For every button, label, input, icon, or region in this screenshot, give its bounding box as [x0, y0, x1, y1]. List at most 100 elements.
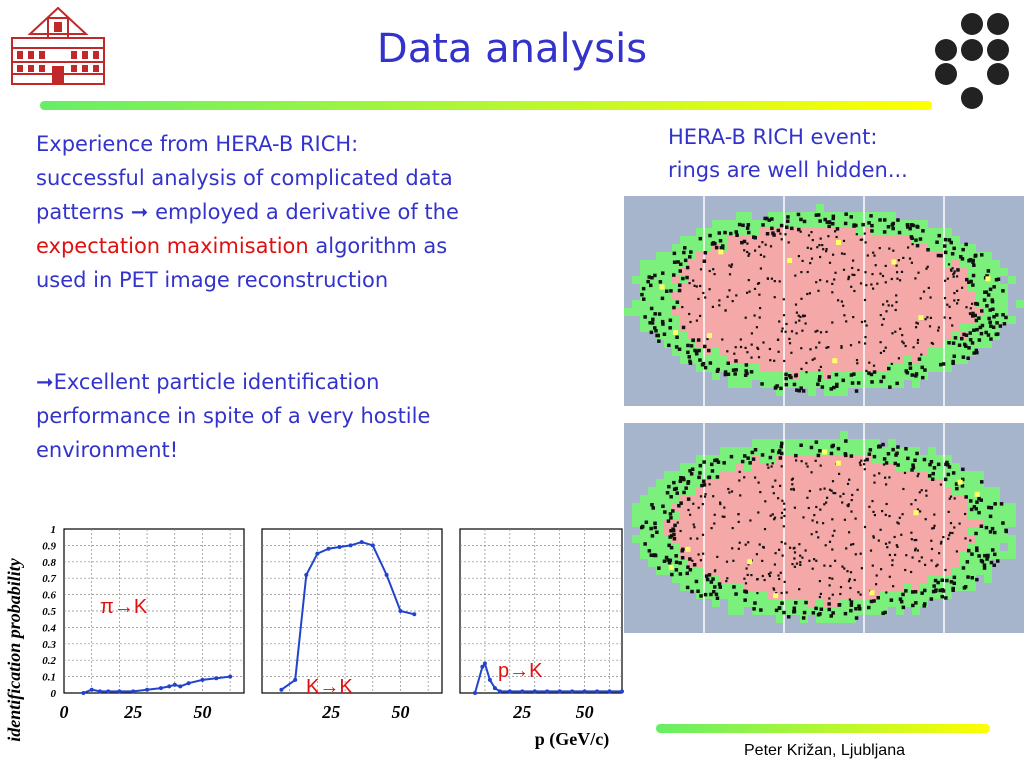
- series-label-from: p: [498, 660, 509, 682]
- data-point: [497, 689, 502, 694]
- data-point: [348, 543, 353, 548]
- y-tick-label: 0.6: [42, 590, 56, 602]
- data-point: [98, 689, 102, 694]
- series-label-from: π: [100, 596, 114, 618]
- intro-line-2: successful analysis of complicated data: [36, 166, 453, 190]
- result-line-1: ➞Excellent particle identification: [36, 365, 556, 399]
- data-point: [228, 674, 233, 679]
- data-point: [507, 689, 512, 694]
- x-tick-label: 50: [193, 702, 211, 722]
- page-title: Data analysis: [376, 26, 648, 72]
- dot-cluster-icon: [935, 13, 1009, 109]
- highlight-em-algorithm: expectation maximisation: [36, 234, 309, 258]
- data-point: [131, 689, 136, 694]
- data-point: [145, 687, 150, 692]
- data-point: [480, 664, 485, 669]
- x-tick-label: 50: [576, 702, 594, 722]
- data-point: [178, 684, 183, 689]
- x-axis-label: p (GeV/c): [535, 729, 609, 750]
- data-point: [545, 689, 550, 694]
- x-tick-label: 25: [321, 702, 340, 722]
- data-point: [304, 572, 309, 577]
- intro-line-3b: employed a derivative of the: [155, 200, 459, 224]
- data-point: [117, 689, 122, 694]
- intro-line-5: used in PET image reconstruction: [36, 268, 389, 292]
- event-caption-line-1: HERA-B RICH event:: [668, 125, 878, 149]
- data-point: [200, 677, 205, 682]
- data-point: [482, 661, 487, 666]
- x-tick-label: 50: [391, 702, 409, 722]
- data-point: [81, 691, 86, 695]
- data-point: [492, 686, 497, 691]
- y-tick-label: 0.1: [42, 672, 56, 684]
- series-label-to: K: [529, 660, 543, 682]
- right-arrow-icon: ➞: [36, 370, 54, 394]
- series-label: π→K: [100, 596, 148, 618]
- right-arrow-icon: ➞: [130, 200, 149, 224]
- data-point: [607, 689, 612, 694]
- data-point: [412, 612, 417, 617]
- data-point: [89, 687, 94, 692]
- series-label: p→K: [498, 660, 543, 682]
- y-tick-label: 0.9: [42, 540, 56, 552]
- university-building-logo: [11, 6, 105, 85]
- data-point: [620, 689, 624, 694]
- data-point: [337, 545, 342, 549]
- event-caption-line-2: rings are well hidden...: [668, 158, 908, 182]
- right-arrow-icon: →: [509, 660, 529, 682]
- intro-line-4b: algorithm as: [315, 234, 448, 258]
- y-axis-label-text: identification probability: [4, 557, 24, 742]
- data-point: [167, 684, 172, 689]
- data-point: [158, 686, 163, 691]
- data-point: [384, 572, 389, 577]
- x-tick-label: 0: [60, 702, 69, 722]
- y-tick-label: 0.5: [42, 606, 56, 618]
- chart-panel-k-k: 25 50 K→K: [261, 528, 443, 722]
- y-tick-label: 1: [51, 524, 57, 536]
- right-arrow-icon: →: [114, 596, 134, 618]
- result-line-1-text: Excellent particle identification: [53, 370, 380, 394]
- rich-event-display-bottom: [624, 423, 1024, 633]
- series-label-to: K: [339, 676, 353, 698]
- intro-paragraph: Experience from HERA-B RICH: successful …: [36, 127, 556, 297]
- x-tick-label: 25: [512, 702, 531, 722]
- footer-bar: [656, 724, 990, 733]
- data-point: [106, 689, 111, 694]
- series-line: [474, 661, 622, 694]
- result-line-2: performance in spite of a very hostile: [36, 404, 431, 428]
- data-point: [293, 677, 298, 682]
- data-point: [532, 689, 537, 694]
- intro-line-3: patterns ➞ employed a derivative of the: [36, 195, 556, 229]
- y-tick-label: 0.7: [42, 573, 56, 585]
- data-point: [214, 676, 219, 681]
- series-line: [280, 541, 415, 691]
- data-point: [582, 689, 587, 694]
- result-paragraph: ➞Excellent particle identification perfo…: [36, 365, 556, 467]
- data-point: [315, 551, 320, 556]
- data-point: [398, 609, 403, 613]
- data-point: [370, 543, 375, 548]
- right-arrow-icon: →: [319, 676, 339, 698]
- chart-panel-pi-k: 0 0.1 0.2 0.3 0.4 0.5 0.6 0.7 0.8 0.9 1 0 25 50 π→K: [42, 524, 245, 722]
- data-point: [359, 540, 364, 545]
- result-line-3: environment!: [36, 438, 179, 462]
- data-point: [473, 691, 477, 695]
- rich-event-display-top: [624, 196, 1024, 406]
- y-tick-label: 0: [51, 688, 57, 700]
- data-point: [326, 546, 331, 551]
- y-axis-label: identification probability: [4, 557, 24, 742]
- data-point: [172, 682, 177, 687]
- series-label-from: K: [306, 676, 320, 698]
- identification-probability-plots: identification probability p (GeV/c) 0 0.…: [4, 524, 624, 750]
- intro-line-1: Experience from HERA-B RICH:: [36, 132, 359, 156]
- data-point: [557, 689, 562, 694]
- chart-panel-p-k: 25 50 p→K: [459, 528, 624, 722]
- footer-author: Peter Križan, Ljubljana: [744, 742, 905, 759]
- data-point: [595, 689, 600, 694]
- intro-line-3a: patterns: [36, 200, 125, 224]
- data-point: [570, 689, 575, 694]
- data-point: [186, 681, 191, 686]
- y-tick-label: 0.2: [42, 655, 56, 667]
- y-tick-label: 0.8: [42, 557, 56, 569]
- y-tick-label: 0.4: [42, 622, 56, 634]
